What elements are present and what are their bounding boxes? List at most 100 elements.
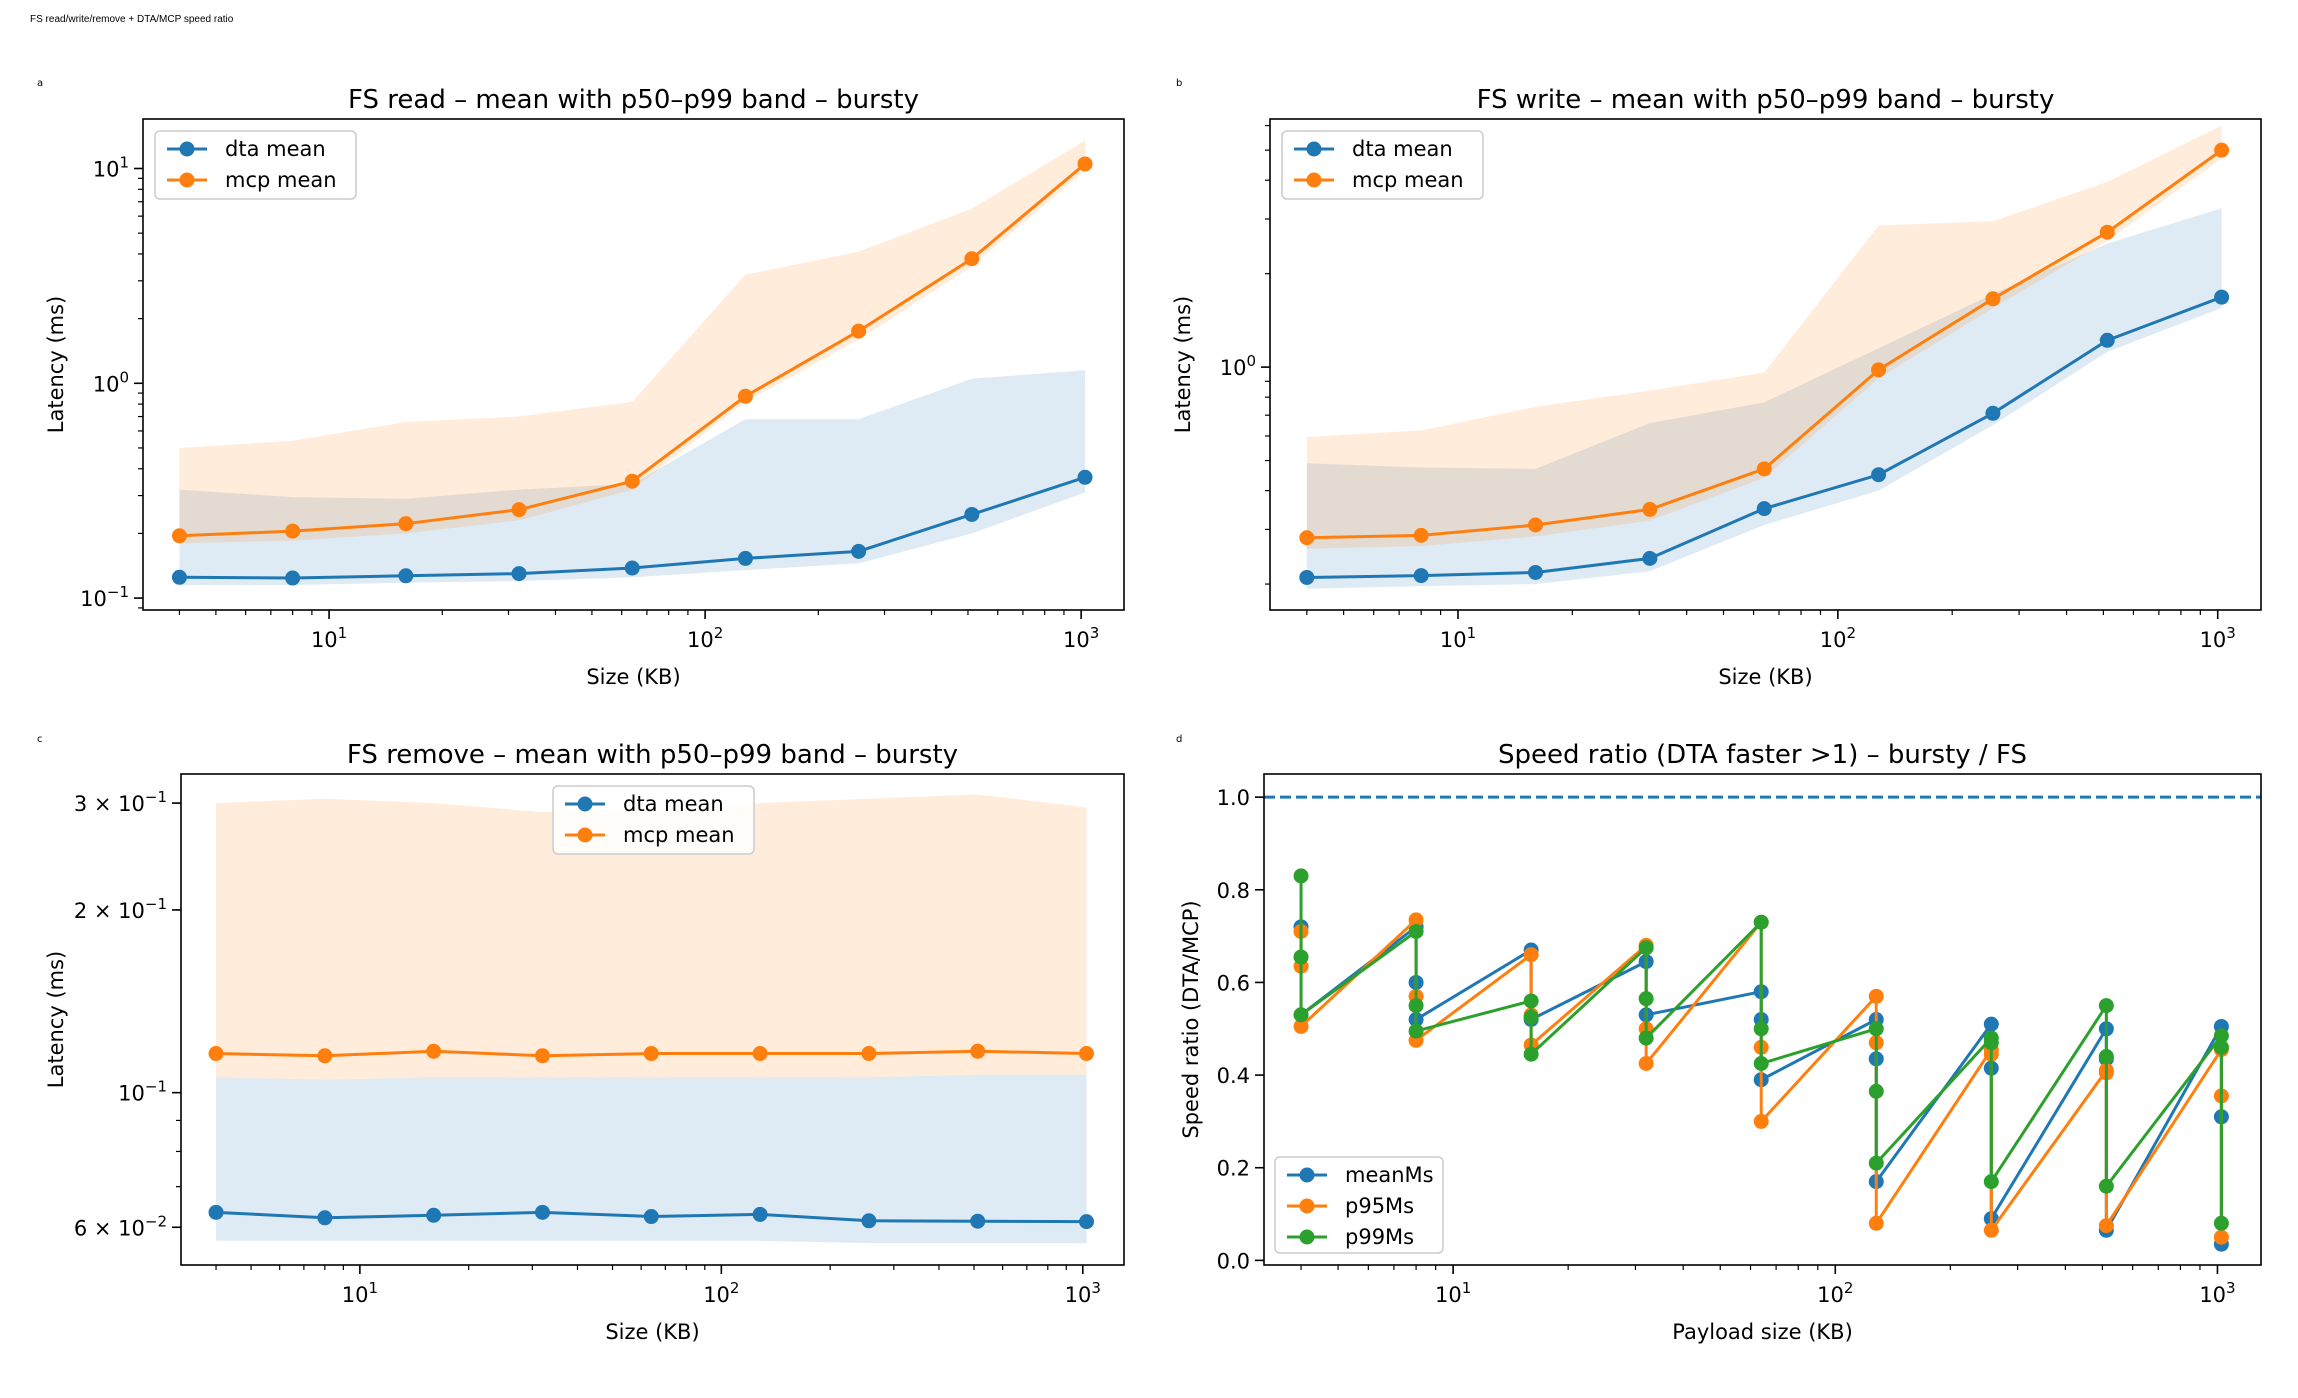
data-point-dta-mean [624,560,640,576]
data-point-p99Ms [1523,1046,1539,1062]
y-tick-label: 0.0 [1217,1249,1250,1273]
data-point-p99Ms [1753,914,1769,930]
data-point-p95Ms [2213,1229,2229,1245]
y-tick-label: 6 × 10−2 [74,1212,167,1240]
data-point-mcp-mean [1413,527,1429,543]
data-point-dta-mean [851,543,867,559]
data-point-dta-mean [1871,467,1887,483]
y-tick-label: 1.0 [1217,786,1250,810]
data-point-p99Ms [1293,868,1309,884]
data-point-mcp-mean [1871,362,1887,378]
data-point-p99Ms [1983,1035,1999,1051]
axes-frame [1263,773,2262,1266]
chart-panel-d: d 101 102 103 0.0 0.2 0.4 0.6 0.8 1.0 Speed ratio … [1176,734,2262,1344]
axes-frame [180,773,1125,1266]
data-point-p99Ms [1868,1021,1884,1037]
panel-letter: d [1176,734,1182,745]
data-point-mcp-mean [1079,1046,1095,1062]
band-mcp-mean [216,794,1087,1080]
data-point-p95Ms [1868,1215,1884,1231]
legend-marker-mcp-mean [577,827,593,843]
x-tick-label: 103 [2200,624,2236,652]
data-point-mcp-mean [511,502,527,518]
data-point-dta-mean [2099,332,2115,348]
legend-label: mcp mean [1352,168,1464,192]
data-point-mcp-mean [2214,142,2230,158]
legend-marker-mcp-mean [179,172,195,188]
y-tick-label: 10−1 [80,583,129,611]
data-point-p99Ms [2213,1028,2229,1044]
panel-letter: c [37,734,43,745]
x-tick-label: 101 [1440,624,1476,652]
data-point-p95Ms [1293,1018,1309,1034]
data-point-p99Ms [1408,998,1424,1014]
data-point-dta-mean [426,1207,442,1223]
x-tick-label: 103 [1065,1279,1101,1307]
legend-marker-dta-mean [577,796,593,812]
data-point-dta-mean [398,568,414,584]
data-point-meanMs [1983,1016,1999,1032]
data-point-p99Ms [2098,998,2114,1014]
x-axis-label: Size (KB) [586,665,680,689]
panel-letter: b [1176,78,1182,89]
x-tick-label: 101 [311,624,347,652]
data-point-p99Ms [1983,1174,1999,1190]
legend-label: p95Ms [1345,1194,1414,1218]
legend-marker-p99Ms [1299,1229,1315,1245]
data-point-p99Ms [1408,1023,1424,1039]
y-tick-label: 0.8 [1217,879,1250,903]
data-point-dta-mean [2214,289,2230,305]
legend-label: dta mean [225,137,326,161]
data-point-mcp-mean [426,1043,442,1059]
legend-marker-dta-mean [179,141,195,157]
data-point-p99Ms [1868,1083,1884,1099]
y-tick-label: 101 [93,153,129,181]
legend-label: mcp mean [623,823,735,847]
y-axis-label: Latency (ms) [44,296,68,433]
data-point-mcp-mean [752,1046,768,1062]
data-point-p95Ms [1753,1113,1769,1129]
data-point-dta-mean [643,1209,659,1225]
data-point-dta-mean [171,569,187,585]
data-point-mcp-mean [737,388,753,404]
y-tick-label: 100 [93,368,129,396]
data-point-dta-mean [1642,550,1658,566]
data-point-p95Ms [1523,947,1539,963]
data-point-dta-mean [1985,405,2001,421]
data-point-dta-mean [317,1210,333,1226]
legend-label: dta mean [1352,137,1453,161]
data-point-p99Ms [2213,1039,2229,1055]
x-tick-label: 103 [1063,624,1099,652]
data-point-dta-mean [1756,501,1772,517]
data-point-dta-mean [534,1204,550,1220]
data-point-p95Ms [1638,1056,1654,1072]
data-point-mcp-mean [624,473,640,489]
axes-frame [142,118,1125,611]
data-point-mcp-mean [1642,501,1658,517]
panel-letter: a [37,78,43,89]
data-point-dta-mean [861,1213,877,1229]
y-axis-label: Latency (ms) [1171,296,1195,433]
legend-label: mcp mean [225,168,337,192]
x-tick-label: 102 [1817,1279,1853,1307]
data-point-mcp-mean [398,516,414,532]
legend-label: dta mean [623,792,724,816]
data-point-p99Ms [1868,1155,1884,1171]
legend-frame [1274,1156,1444,1254]
data-point-dta-mean [970,1213,986,1229]
legend-label: p99Ms [1345,1225,1414,1249]
chart-panel-c: c 101 102 103 6 × 10−2 10−1 2 × 10−1 3 × 10−1 FS… [37,734,1125,1344]
data-point-dta-mean [1299,569,1315,585]
data-point-p99Ms [2098,1049,2114,1065]
data-point-p99Ms [1293,949,1309,965]
data-point-mcp-mean [317,1048,333,1064]
data-point-p99Ms [1408,923,1424,939]
data-point-mcp-mean [970,1043,986,1059]
data-point-mcp-mean [643,1046,659,1062]
data-point-dta-mean [964,506,980,522]
data-point-dta-mean [1528,564,1544,580]
legend: dta mean mcp mean [552,785,755,855]
legend-marker-mcp-mean [1306,172,1322,188]
legend: meanMs p95Ms p99Ms [1274,1156,1444,1254]
data-point-mcp-mean [1528,517,1544,533]
